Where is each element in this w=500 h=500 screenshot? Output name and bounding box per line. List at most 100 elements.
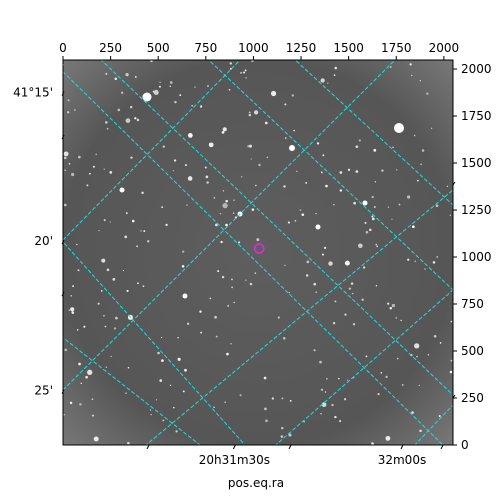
x-tick-label: 250 — [99, 41, 122, 55]
star — [375, 285, 378, 287]
star — [371, 215, 374, 218]
star — [71, 311, 75, 314]
star — [85, 375, 88, 379]
star — [291, 94, 294, 97]
star — [315, 291, 317, 293]
star — [324, 391, 327, 393]
grid-line — [207, 60, 453, 291]
star — [199, 310, 202, 313]
star — [105, 121, 108, 124]
grid-line — [294, 60, 453, 206]
star — [215, 335, 218, 338]
star — [245, 77, 247, 79]
star — [109, 221, 111, 223]
star — [436, 256, 439, 258]
star — [182, 250, 185, 253]
bright-star — [142, 92, 152, 102]
star — [387, 206, 390, 208]
star — [124, 235, 128, 239]
star — [100, 290, 103, 292]
star — [105, 366, 107, 368]
star — [106, 127, 109, 130]
star — [186, 322, 190, 325]
star — [355, 145, 359, 149]
star — [282, 336, 286, 340]
star — [334, 415, 337, 419]
star — [150, 413, 152, 416]
x-tick-label: 1750 — [381, 41, 412, 55]
star — [205, 175, 209, 179]
star — [355, 170, 359, 173]
star — [103, 219, 106, 222]
star — [245, 279, 247, 281]
ra-axis: 20h31m30s 32m00s — [199, 444, 426, 467]
star — [392, 146, 394, 149]
star — [362, 266, 366, 269]
star — [288, 292, 290, 294]
dec-axis: 41°15' 20' 25' — [13, 86, 65, 398]
star — [294, 219, 297, 222]
star — [288, 433, 292, 437]
star — [209, 297, 212, 300]
star — [350, 282, 354, 285]
star — [301, 213, 305, 217]
star — [95, 153, 97, 156]
star — [239, 394, 242, 397]
star — [106, 268, 110, 272]
y-tick-label: 750 — [461, 297, 484, 311]
star — [122, 269, 125, 272]
y-tick-label: 500 — [461, 344, 484, 358]
star — [63, 151, 69, 157]
star — [91, 414, 95, 417]
star — [247, 145, 250, 148]
star — [92, 165, 95, 168]
star — [175, 430, 178, 433]
star — [130, 156, 133, 159]
star — [381, 169, 384, 172]
star — [333, 74, 336, 76]
grid-line — [414, 404, 453, 445]
star — [224, 401, 226, 403]
star — [71, 172, 75, 177]
star — [225, 223, 228, 227]
star — [421, 149, 425, 152]
x-axis-label: pos.eq.ra — [228, 476, 284, 490]
star — [91, 398, 94, 400]
star — [181, 264, 185, 268]
frame-tick — [452, 181, 456, 186]
star — [426, 92, 429, 95]
star — [371, 217, 375, 221]
star — [177, 336, 179, 339]
star — [351, 292, 354, 295]
dec-tick-label: 41°15' — [13, 86, 53, 100]
star — [420, 163, 422, 165]
star — [271, 397, 275, 400]
star — [373, 148, 377, 152]
star — [187, 176, 193, 181]
star — [72, 285, 75, 288]
star — [173, 406, 175, 409]
star — [232, 212, 235, 214]
star — [110, 355, 112, 358]
star — [74, 109, 76, 111]
world-grid-tick-marks — [61, 134, 456, 450]
star — [114, 77, 118, 81]
star — [352, 323, 356, 326]
y-tick-label: 2000 — [461, 62, 492, 76]
star — [418, 384, 420, 386]
star — [87, 369, 93, 375]
y-tick-label: 1500 — [461, 156, 492, 170]
star — [334, 300, 337, 303]
frame-tick — [146, 444, 150, 450]
star — [83, 325, 86, 328]
bright-star — [289, 145, 295, 151]
star — [327, 82, 329, 84]
star — [86, 184, 89, 187]
star — [127, 366, 130, 369]
star — [161, 206, 164, 209]
star — [303, 420, 305, 423]
plot-frame — [62, 59, 454, 446]
star — [255, 184, 257, 187]
star — [79, 402, 82, 406]
star — [375, 243, 378, 246]
